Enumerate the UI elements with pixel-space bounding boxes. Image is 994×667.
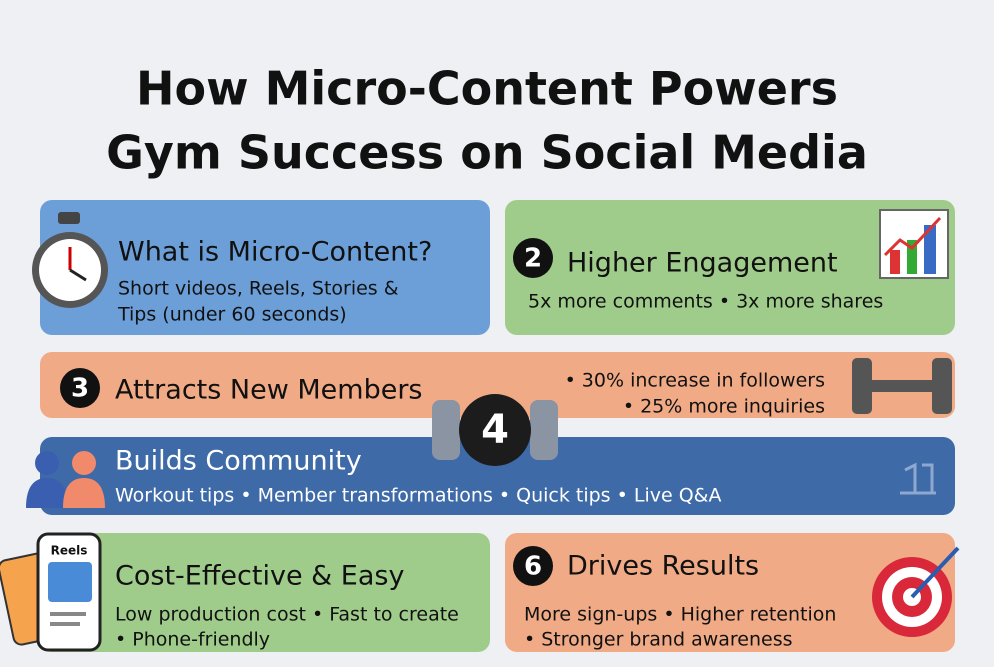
title-line: How Micro-Content Powers	[136, 62, 838, 116]
phone-icon	[0, 532, 102, 652]
people-icon	[26, 451, 105, 508]
card-number: 3	[71, 374, 89, 404]
number-badge	[513, 238, 553, 278]
card-body: Short videos, Reels, Stories &	[118, 278, 399, 300]
card-body: Workout tips • Member transformations • …	[115, 485, 721, 507]
card-heading: Drives Results	[567, 551, 759, 582]
card	[505, 200, 955, 335]
card-body: 5x more comments • 3x more shares	[528, 291, 883, 313]
card-body: More sign-ups • Higher retention	[524, 604, 836, 626]
card-body: Tips (under 60 seconds)	[117, 304, 347, 326]
card-number: 2	[524, 244, 542, 274]
target-icon	[872, 546, 960, 637]
card-number: 6	[524, 552, 542, 582]
card	[40, 533, 490, 652]
dumbbell-badge	[432, 394, 558, 466]
card	[40, 200, 490, 335]
number-badge	[60, 368, 100, 408]
small-icon	[900, 462, 936, 495]
card-heading: Attracts New Members	[115, 375, 423, 406]
card	[505, 533, 955, 652]
card-body: • Phone-friendly	[115, 629, 270, 651]
card-number: 4	[481, 407, 509, 453]
card-heading: What is Micro-Content?	[118, 237, 432, 268]
card-heading: Builds Community	[115, 446, 362, 477]
dumbbell-icon	[852, 358, 952, 414]
card-body: • 25% more inquiries	[623, 396, 825, 418]
stopwatch-icon	[32, 212, 108, 308]
card-heading: Higher Engagement	[567, 248, 838, 279]
title-line: Gym Success on Social Media	[106, 126, 868, 180]
phone-label: Reels	[51, 544, 88, 558]
card-body: Low production cost • Fast to create	[115, 604, 459, 626]
card-body: • Stronger brand awareness	[524, 629, 793, 651]
card	[40, 437, 955, 515]
card-body: • 30% increase in followers	[565, 370, 825, 392]
chart-icon	[879, 209, 949, 279]
number-badge	[513, 546, 553, 586]
card	[40, 352, 955, 418]
card-heading: Cost-Effective & Easy	[115, 561, 404, 592]
